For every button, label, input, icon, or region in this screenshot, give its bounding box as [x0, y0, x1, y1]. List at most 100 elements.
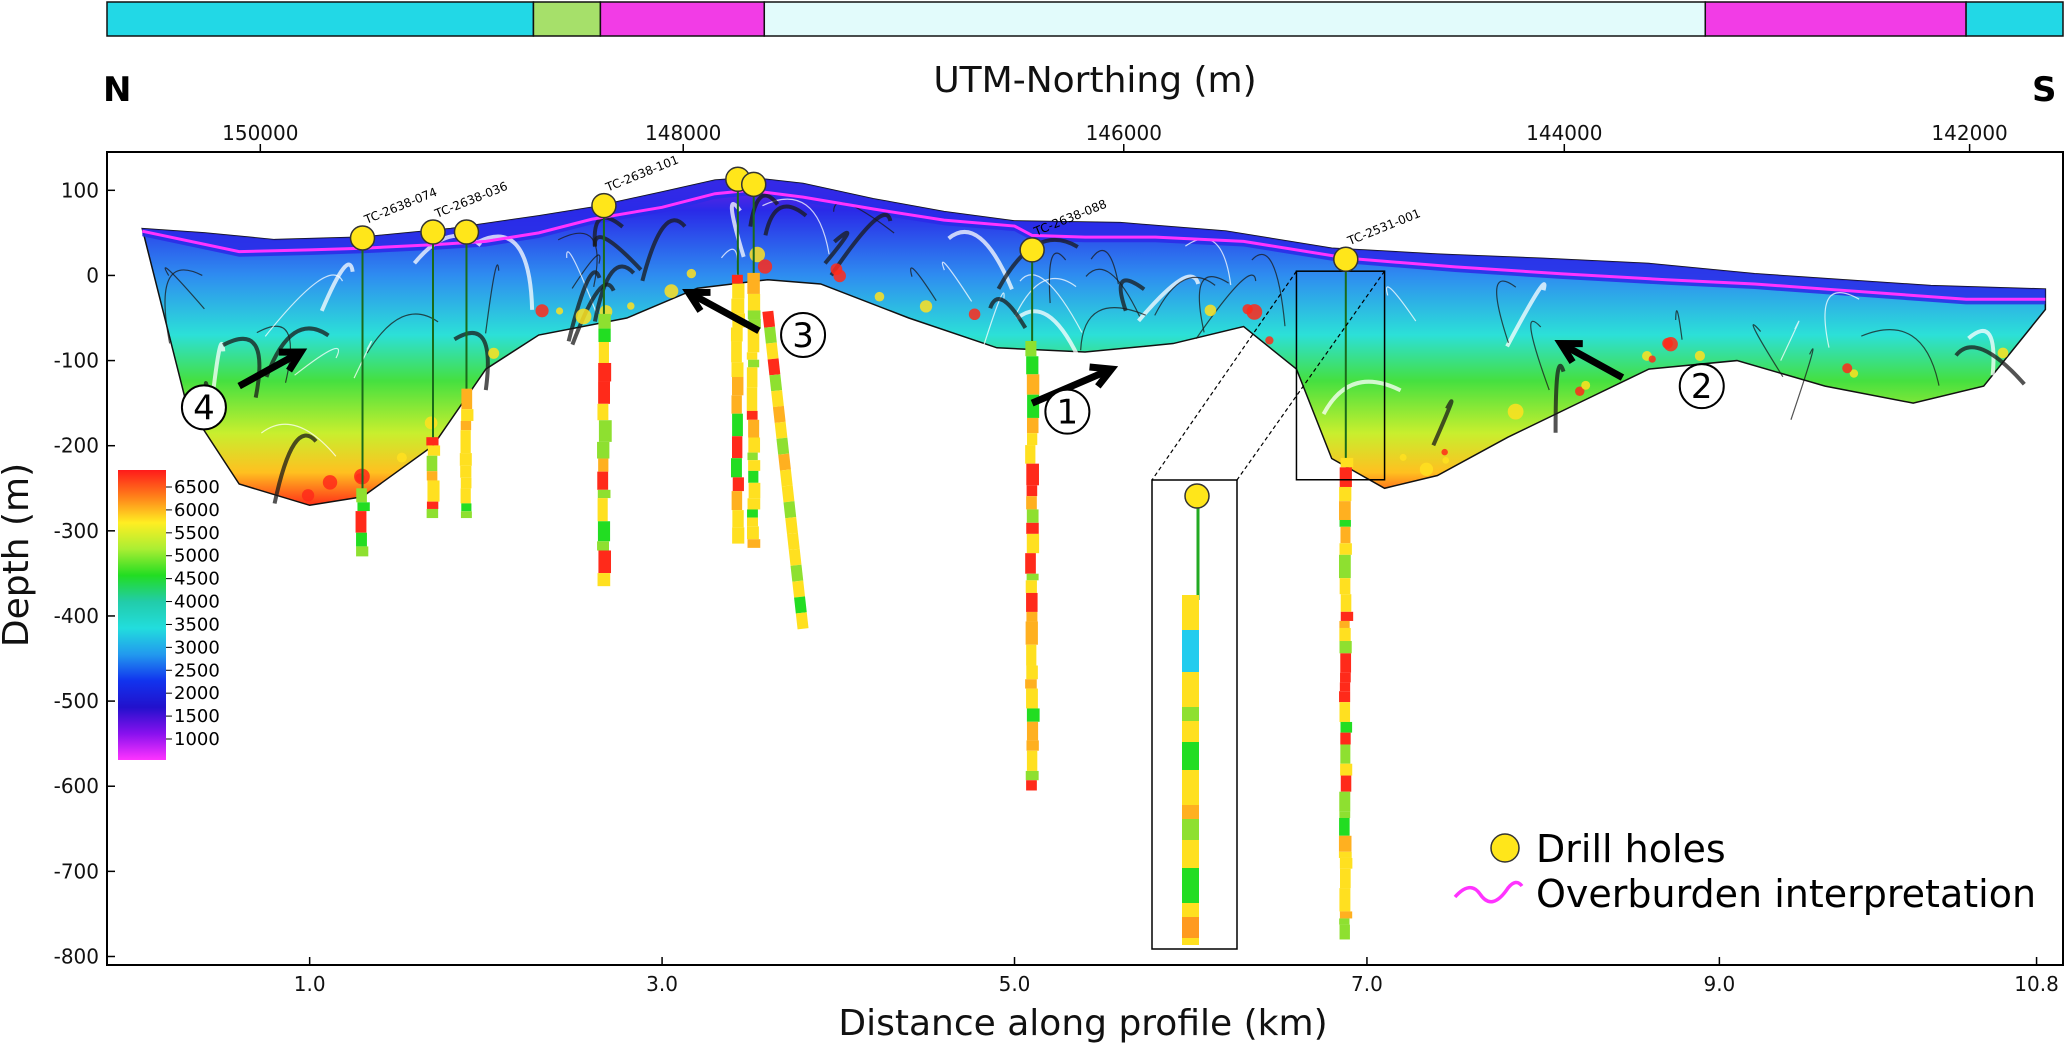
colorbar-label-4000: 4000: [174, 592, 220, 613]
drill-log-segment-3-7: [597, 441, 610, 459]
inset-source-box: [1295, 270, 1386, 481]
drill-log-segment-7-6: [1339, 543, 1352, 555]
drill-log-segment-7-28: [1338, 851, 1352, 858]
drill-log-segment-7-22: [1340, 763, 1353, 776]
drill-hole-collar-2: [453, 219, 480, 245]
drill-log-segment-6-7: [1026, 463, 1039, 486]
drill-log-segment-5-9: [746, 410, 758, 420]
deviated-log-segment-0-24: [790, 564, 804, 582]
callout-arrow-shaft-4: [237, 348, 303, 390]
geology-bar: [106, 1, 2064, 37]
drill-log-segment-7-10: [1340, 611, 1354, 621]
ray-texture-10: [1505, 282, 1547, 348]
ray-texture-32: [1048, 252, 1067, 304]
overburden-interpretation-line: [141, 188, 2046, 301]
ray-texture-5: [571, 254, 601, 289]
inset-log-segment-3: [1182, 672, 1199, 707]
drill-log-segment-6-27: [1025, 770, 1039, 781]
drill-log-segment-4-11: [730, 458, 742, 478]
geology-segment-3: [763, 1, 1707, 37]
drill-log-segment-4-2: [731, 298, 745, 314]
drill-log-segment-4-5: [731, 341, 742, 363]
drill-log-segment-4-8: [731, 395, 742, 414]
geology-segment-1: [532, 1, 602, 37]
callout-label-2: 2: [1691, 367, 1713, 407]
ray-texture-40: [1137, 274, 1201, 323]
deviated-log-segment-0-11: [767, 358, 781, 376]
top-axis-ticks: 150000 148000 146000 144000 142000: [222, 121, 2008, 152]
inset-log-segment-7: [1182, 770, 1199, 805]
callout-arrow-shaft-3: [686, 289, 761, 334]
drill-log-segment-3-12: [597, 521, 611, 542]
drill-log-segment-7-12: [1339, 627, 1351, 642]
drill-log-segment-3-3: [598, 362, 612, 382]
callout-arrow-head-2: [1554, 340, 1583, 364]
colorbar-label-6000: 6000: [174, 500, 220, 521]
drill-log-segment-2-9: [460, 511, 472, 519]
drill-log-segment-3-1: [598, 328, 611, 342]
callout-circle-4: [180, 384, 227, 431]
velocity-patch-34: [1265, 336, 1274, 345]
ray-texture-2: [1090, 249, 1119, 285]
drill-log-segment-7-11: [1339, 620, 1350, 628]
deviated-log-segment-0-27: [795, 612, 809, 630]
ray-texture-68: [222, 336, 262, 398]
callout-arrow-head-1: [1089, 363, 1119, 389]
ray-texture-26: [1967, 328, 1996, 376]
ray-texture-54: [1019, 274, 1083, 333]
drill-log-segment-5-3: [748, 319, 761, 329]
ray-texture-66: [164, 269, 203, 344]
drill-log-segment-6-10: [1026, 509, 1039, 523]
ray-texture-52: [1080, 307, 1147, 351]
drill-log-segment-6-14: [1026, 573, 1039, 581]
velocity-patch-21: [1842, 363, 1853, 374]
inset-log-segment-2: [1182, 630, 1199, 672]
drill-log-segment-2-8: [461, 503, 472, 512]
drill-log-segment-6-8: [1026, 485, 1038, 497]
plot-frame: [106, 151, 2064, 966]
drill-log-segment-3-8: [598, 458, 609, 472]
drill-log-segment-1-3: [426, 471, 438, 481]
ray-texture-60: [1954, 345, 2026, 386]
y-tick-label-6: -500: [54, 689, 99, 713]
callout-label-4: 4: [193, 388, 215, 428]
x-axis-ticks: 1.0 3.0 5.0 7.0 9.0 10.8: [294, 957, 2059, 996]
drill-log-segment-6-21: [1025, 679, 1037, 689]
top-tick-label-142000: 142000: [1931, 121, 2007, 145]
ray-texture-59: [1185, 238, 1232, 286]
drill-log-segment-0-3: [356, 532, 367, 547]
y-tick-label-2: -100: [54, 349, 99, 373]
ray-texture-13: [823, 230, 850, 265]
deviated-log-segment-0-23: [788, 548, 802, 566]
raypath-texture: [164, 193, 2026, 504]
ray-texture-31: [484, 264, 500, 334]
x-tick-label-3: 7.0: [1351, 972, 1383, 996]
velocity-patch-17: [1849, 369, 1859, 378]
top-tick-label-148000: 148000: [645, 121, 721, 145]
drill-log-segment-6-22: [1026, 688, 1038, 709]
colorbar-label-1500: 1500: [174, 706, 220, 727]
deviated-log-segment-0-14: [772, 405, 786, 424]
geology-segment-0: [106, 1, 535, 37]
drill-log-segment-7-29: [1339, 857, 1353, 869]
velocity-patch-19: [535, 304, 549, 318]
deviated-log-segment-0-22: [787, 532, 800, 550]
drill-hole-collar-6: [1019, 237, 1045, 263]
drill-log-segment-7-14: [1340, 653, 1352, 673]
ray-texture-39: [1251, 253, 1286, 327]
inset-zoom: [1151, 270, 1386, 950]
inset-log-segment-10: [1182, 840, 1199, 868]
callout-arrow-head-4: [278, 348, 308, 373]
ray-texture-20: [977, 292, 1005, 364]
drill-hole-collar-3: [591, 192, 617, 219]
ray-texture-3: [260, 423, 337, 457]
drill-log-segment-3-15: [597, 573, 611, 587]
drill-log-segment-6-13: [1025, 553, 1036, 574]
drill-log-segment-7-19: [1340, 721, 1353, 733]
ray-texture-6: [272, 433, 318, 504]
drill-log-segment-7-21: [1340, 744, 1351, 764]
drill-log-segment-3-13: [597, 541, 610, 551]
y-tick-label-3: -200: [54, 434, 99, 458]
direction-south: S: [2032, 70, 2057, 110]
